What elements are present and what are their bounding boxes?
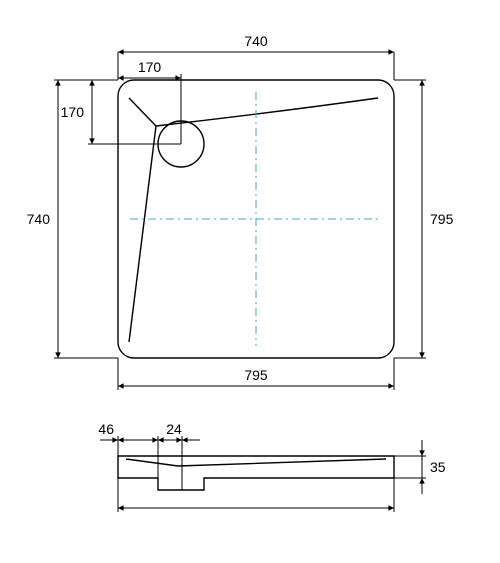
slope-left	[129, 126, 156, 342]
dim-label-top-170: 170	[138, 59, 162, 75]
dim-label-top-740: 740	[244, 33, 268, 49]
dim-label-24: 24	[166, 421, 182, 437]
dim-label-35: 35	[430, 459, 446, 475]
dim-label-right-795: 795	[430, 211, 454, 227]
dim-label-left-170: 170	[61, 104, 85, 120]
dim-label-bottom-795: 795	[244, 367, 268, 383]
side-outline	[118, 456, 394, 490]
slope-corner	[129, 98, 156, 126]
slope-top	[156, 98, 378, 126]
dim-label-left-740: 740	[27, 211, 51, 227]
dim-label-46: 46	[98, 421, 114, 437]
side-slope	[126, 459, 386, 466]
